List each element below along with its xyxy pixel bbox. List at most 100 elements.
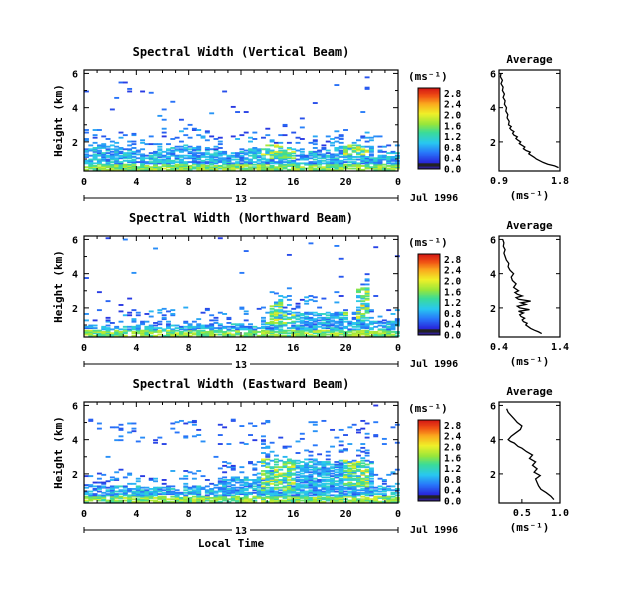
heatmap-cell (226, 489, 232, 492)
heatmap-cell (178, 118, 184, 121)
heatmap-cell (204, 494, 210, 497)
heatmap-cell (217, 165, 223, 167)
heatmap-cell (178, 166, 184, 169)
heatmap-cell (226, 500, 232, 503)
heatmap-cell (390, 485, 396, 488)
heatmap-cell (101, 328, 107, 331)
heatmap-cell (127, 167, 133, 170)
heatmap-cell (131, 150, 137, 153)
heatmap-cell (157, 167, 163, 170)
heatmap-cell (153, 247, 158, 250)
heatmap-cell (317, 473, 323, 476)
heatmap-cell (230, 325, 236, 328)
heatmap-cell (226, 490, 232, 493)
heatmap-cell (230, 480, 236, 483)
heatmap-cell (312, 480, 318, 483)
heatmap-cell (187, 327, 193, 330)
heatmap-cell (347, 157, 353, 160)
heatmap-cell (114, 165, 120, 167)
heatmap-cell (140, 497, 146, 499)
heatmap-cell (118, 485, 124, 488)
colorbar-segment (418, 271, 440, 274)
heatmap-cell (135, 489, 141, 492)
heatmap-cell (312, 154, 318, 157)
heatmap-cell (291, 486, 297, 489)
heatmap-cell (351, 466, 357, 469)
heatmap-cell (317, 314, 323, 317)
heatmap-cell (191, 166, 197, 169)
heatmap-cell (144, 313, 150, 315)
heatmap-cell (291, 463, 297, 466)
heatmap-cell (304, 479, 310, 481)
heatmap-cell (269, 305, 275, 308)
heatmap-cell (239, 493, 245, 496)
heatmap-cell (204, 165, 210, 167)
heatmap-cell (338, 159, 344, 162)
heatmap-cell (295, 328, 301, 331)
heatmap-cell (122, 165, 128, 167)
heatmap-cell (321, 491, 327, 494)
heatmap-cell (394, 157, 400, 160)
heatmap-cell (183, 127, 189, 130)
heatmap-cell (248, 158, 253, 161)
colorbar-segment (418, 456, 440, 459)
colorbar-segment (418, 314, 440, 317)
heatmap-cell (317, 493, 323, 496)
heatmap-cell (243, 485, 249, 488)
heatmap-cell (360, 462, 366, 465)
heatmap-cell (308, 318, 314, 321)
heatmap-cell (265, 328, 271, 331)
heatmap-cell (356, 332, 361, 335)
heatmap-cell (265, 463, 271, 466)
heatmap-cell (200, 311, 206, 314)
heatmap-cell (248, 329, 253, 332)
heatmap-cell (230, 158, 236, 161)
heatmap-cell (84, 129, 89, 131)
colorbar-segment (418, 274, 440, 277)
heatmap-cell (377, 150, 383, 153)
heatmap-cell (304, 316, 310, 319)
heatmap-cell (291, 491, 297, 494)
heatmap-cell (286, 458, 292, 461)
heatmap-cell (92, 488, 98, 490)
heatmap-cell (381, 168, 387, 171)
heatmap-cell (273, 167, 279, 170)
heatmap-cell (200, 325, 206, 328)
heatmap-cell (230, 498, 236, 501)
heatmap-cell (196, 499, 202, 502)
heatmap-cell (347, 485, 353, 488)
heatmap-cell (269, 491, 275, 494)
colorbar-segment (418, 308, 440, 310)
colorbar-segment (418, 93, 440, 96)
heatmap-cell (299, 148, 305, 151)
heatmap-cell (304, 464, 310, 467)
colorbar-segment (418, 301, 440, 304)
heatmap-cell (273, 494, 279, 497)
heatmap-cell (161, 493, 167, 496)
heatmap-cell (364, 436, 370, 439)
heatmap-cell (170, 314, 176, 317)
heatmap-cell (386, 162, 392, 165)
heatmap-cell (286, 168, 292, 171)
heatmap-cell (131, 488, 137, 490)
heatmap-cell (338, 295, 344, 297)
heatmap-cell (84, 277, 89, 279)
colorbar-segment (418, 482, 440, 484)
heatmap-cell (312, 323, 318, 326)
heatmap-cell (381, 163, 387, 166)
heatmap-cell (347, 165, 353, 167)
colorbar-segment (418, 116, 440, 119)
heatmap-cell (235, 486, 241, 489)
heatmap-cell (230, 168, 236, 171)
heatmap-cell (248, 422, 253, 425)
heatmap-cell (278, 134, 284, 137)
heatmap-cell (109, 158, 115, 161)
heatmap-cell (312, 296, 318, 299)
heatmap-cell (200, 135, 206, 138)
heatmap-cell (364, 307, 370, 310)
heatmap-cell (282, 306, 288, 309)
heatmap-cell (394, 500, 400, 503)
heatmap-cell (209, 135, 215, 138)
heatmap-cell (291, 467, 297, 470)
heatmap-cell (109, 328, 115, 331)
